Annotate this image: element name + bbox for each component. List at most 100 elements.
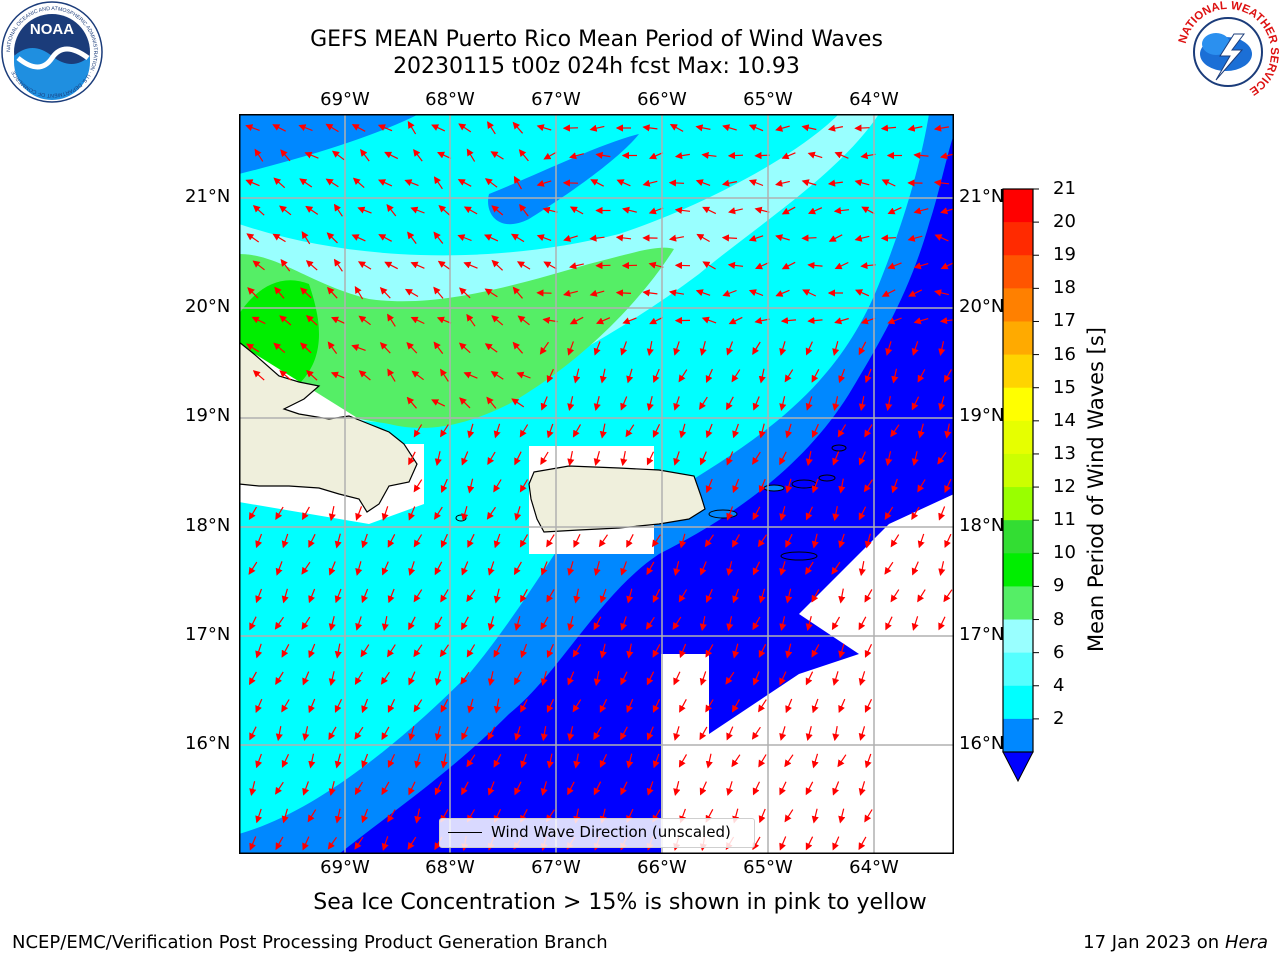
wind-wave-arrow — [785, 698, 793, 714]
wind-wave-arrow — [539, 341, 549, 355]
wind-wave-arrow — [326, 232, 338, 244]
wind-wave-arrow — [864, 753, 872, 769]
wind-wave-arrow — [458, 342, 471, 354]
wind-wave-arrow — [379, 342, 391, 354]
lat-label-left: 20°N — [185, 296, 231, 317]
wind-wave-arrow — [944, 533, 952, 548]
wind-wave-arrow — [301, 231, 311, 245]
wind-wave-arrow — [802, 289, 817, 297]
wind-wave-arrow — [599, 753, 608, 768]
wind-wave-arrow — [828, 234, 843, 242]
wind-wave-arrow — [281, 808, 289, 824]
wind-wave-arrow — [458, 123, 472, 133]
wind-wave-arrow — [361, 533, 369, 549]
wind-wave-arrow — [466, 644, 476, 658]
hispaniola-land — [239, 341, 418, 513]
wind-wave-arrow — [306, 314, 318, 326]
wind-wave-arrow — [838, 698, 846, 713]
chart-title: GEFS MEAN Puerto Rico Mean Period of Win… — [310, 27, 883, 52]
wind-wave-arrow — [299, 178, 313, 188]
wind-wave-arrow — [519, 203, 529, 217]
legend-line-swatch — [448, 832, 482, 833]
wind-wave-arrow — [298, 124, 313, 132]
wind-wave-arrow — [751, 726, 761, 740]
wind-wave-arrow — [413, 534, 423, 548]
wind-wave-arrow — [811, 423, 819, 438]
wind-wave-arrow — [546, 643, 554, 658]
wind-wave-arrow — [695, 179, 711, 187]
wind-wave-arrow — [254, 148, 264, 162]
wind-wave-arrow — [361, 698, 369, 714]
colorbar — [1002, 188, 1039, 783]
wind-wave-arrow — [351, 234, 366, 242]
wind-wave-arrow — [620, 671, 628, 686]
colorbar-tick-label: 21 — [1053, 178, 1076, 199]
wind-wave-arrow — [407, 231, 417, 244]
lon-label-bottom: 68°W — [425, 857, 475, 878]
lat-label-left: 21°N — [185, 186, 231, 207]
vieques-island — [708, 509, 738, 519]
wind-wave-arrow — [519, 479, 529, 493]
wind-wave-arrow — [779, 506, 787, 521]
wind-wave-arrow — [669, 124, 684, 132]
colorbar-tick-label: 6 — [1053, 641, 1065, 663]
wind-wave-arrow — [943, 589, 953, 603]
wind-wave-arrow — [752, 781, 761, 796]
wind-wave-arrow — [642, 289, 658, 297]
colorbar-segment — [1003, 586, 1033, 621]
wind-wave-arrow — [705, 699, 714, 713]
wind-wave-arrow — [701, 316, 717, 324]
lat-label-right: 19°N — [959, 405, 1005, 426]
wind-wave-arrow — [573, 368, 581, 384]
wind-wave-arrow — [811, 698, 819, 714]
wind-wave-arrow — [646, 781, 654, 796]
wind-wave-arrow — [599, 643, 607, 659]
wind-wave-arrow — [913, 151, 929, 159]
wind-wave-arrow — [281, 699, 290, 713]
wind-wave-arrow — [490, 371, 504, 380]
wind-wave-arrow — [779, 616, 787, 631]
wind-wave-arrow — [484, 178, 498, 188]
wind-wave-arrow — [567, 450, 575, 467]
wind-wave-arrow — [758, 588, 766, 604]
wind-wave-arrow — [649, 316, 664, 325]
wind-wave-arrow — [300, 342, 312, 354]
wind-wave-arrow — [414, 808, 422, 824]
wind-wave-arrow — [487, 121, 496, 135]
lat-label-left: 18°N — [185, 515, 231, 536]
wind-wave-arrow — [487, 451, 496, 466]
wind-wave-arrow — [589, 234, 605, 242]
wind-wave-arrow — [351, 344, 366, 352]
wind-wave-arrow — [748, 289, 764, 297]
wind-wave-arrow — [673, 726, 681, 741]
wind-wave-arrow — [306, 369, 318, 381]
wind-wave-arrow — [589, 124, 605, 132]
colorbar-segment — [1003, 652, 1033, 687]
wind-wave-arrow — [911, 506, 920, 521]
wind-wave-arrow — [245, 179, 260, 187]
wind-wave-arrow — [911, 616, 919, 631]
wind-wave-arrow — [646, 396, 654, 411]
wind-wave-arrow — [387, 809, 396, 823]
wind-wave-arrow — [811, 589, 820, 603]
wind-wave-arrow — [540, 451, 549, 466]
wind-wave-arrow — [487, 726, 496, 741]
wind-wave-arrow — [437, 151, 452, 159]
wind-wave-arrow — [732, 423, 740, 439]
wind-wave-arrow — [255, 753, 263, 769]
wind-wave-arrow — [433, 231, 444, 244]
wind-wave-arrow — [387, 644, 396, 658]
st-croix-island — [780, 551, 818, 561]
wind-wave-arrow — [625, 424, 635, 438]
wind-wave-arrow — [860, 152, 876, 160]
wind-wave-arrow — [674, 206, 691, 214]
wind-wave-arrow — [466, 589, 476, 603]
wind-wave-arrow — [913, 262, 929, 270]
wind-wave-arrow — [249, 726, 257, 741]
wind-wave-arrow — [705, 753, 713, 769]
wind-wave-arrow — [281, 644, 290, 658]
colorbar-extend-under — [1002, 751, 1034, 783]
wind-wave-arrow — [487, 781, 495, 796]
wind-wave-arrow — [513, 175, 523, 190]
wind-wave-arrow — [775, 234, 790, 242]
